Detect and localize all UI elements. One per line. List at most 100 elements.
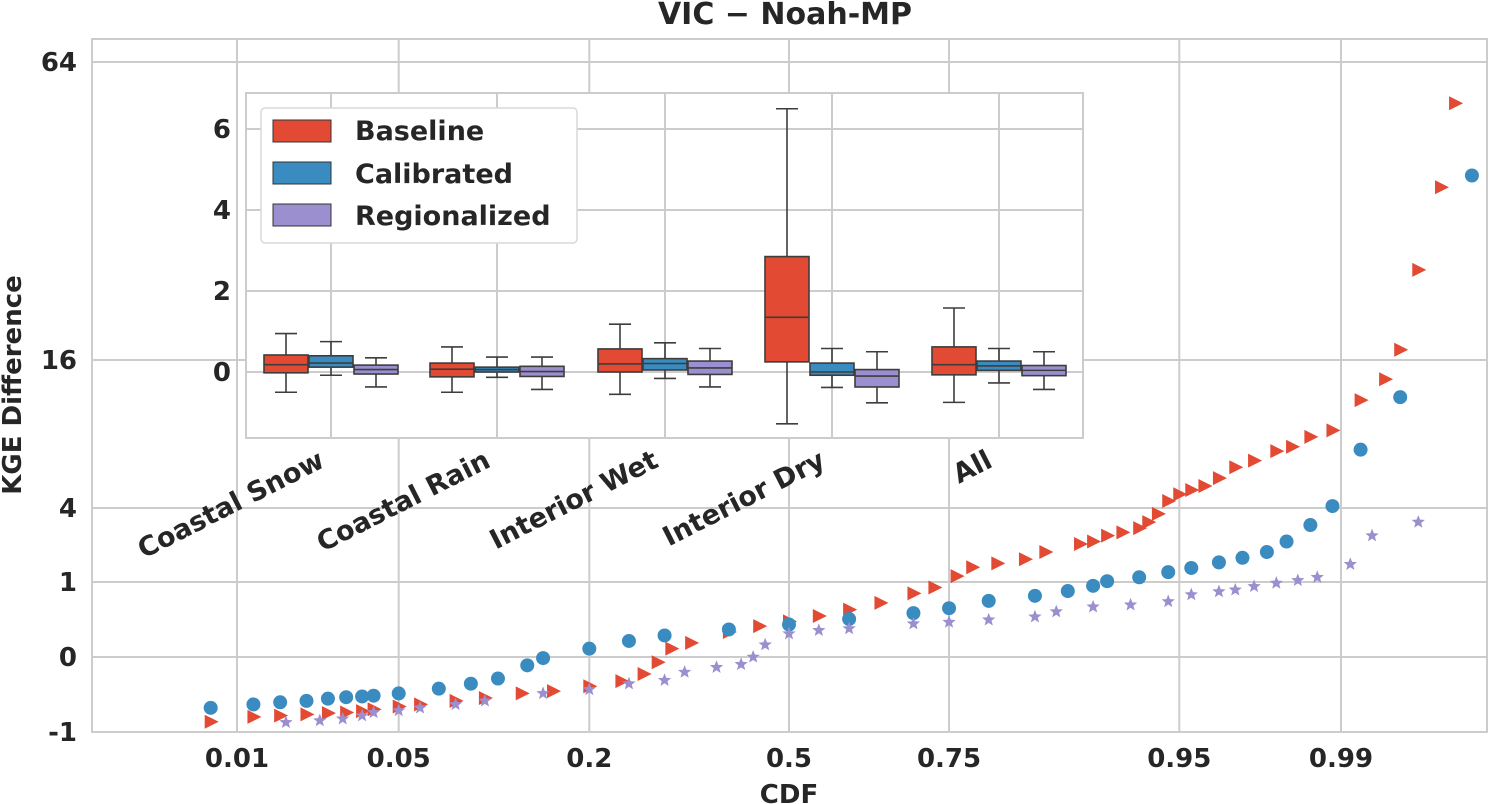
data-point	[1087, 534, 1102, 549]
data-point	[366, 705, 381, 719]
data-point	[622, 676, 636, 690]
data-point	[366, 688, 381, 703]
data-point	[413, 700, 427, 714]
main-y-tick-label: -1	[48, 718, 77, 748]
data-point	[1198, 478, 1213, 493]
inset-y-tick-labels: 0 2 4 6	[213, 115, 231, 388]
data-point	[1365, 528, 1379, 542]
data-point	[1101, 528, 1116, 543]
data-point	[1028, 609, 1042, 623]
data-point	[463, 676, 478, 691]
data-point	[392, 703, 406, 717]
legend-label-baseline: Baseline	[355, 116, 484, 147]
data-point	[1286, 439, 1301, 454]
box-body	[809, 362, 855, 377]
legend-swatch-calibrated	[272, 161, 332, 185]
data-point	[1229, 460, 1244, 475]
data-point	[279, 715, 293, 729]
data-point	[991, 556, 1006, 571]
data-point	[313, 713, 327, 727]
data-point	[1310, 570, 1324, 583]
data-point	[928, 580, 943, 595]
chart-title: VIC − Noah-MP	[658, 0, 912, 32]
legend-label-calibrated: Calibrated	[355, 159, 513, 190]
data-point	[1291, 573, 1305, 587]
data-point	[300, 707, 315, 722]
data-point	[1379, 372, 1394, 387]
data-point	[758, 637, 772, 651]
x-axis-title: CDF	[760, 780, 818, 804]
data-point	[721, 622, 736, 637]
data-point	[520, 658, 535, 673]
data-point	[1086, 578, 1101, 593]
data-point	[907, 586, 922, 601]
box-body	[764, 255, 810, 363]
data-point	[1018, 552, 1033, 567]
box-body	[308, 354, 354, 368]
data-point	[842, 612, 857, 627]
data-point	[1434, 180, 1449, 195]
box-body	[429, 362, 475, 378]
data-point	[321, 706, 336, 721]
main-x-tick-labels: 0.01 0.05 0.2 0.5 0.75 0.95 0.99	[205, 744, 1373, 774]
data-point	[1228, 582, 1242, 596]
data-point	[320, 691, 335, 706]
data-point	[1161, 594, 1175, 608]
box-body	[931, 346, 977, 376]
data-point	[874, 595, 889, 610]
data-point	[842, 621, 856, 635]
data-point	[709, 660, 724, 673]
data-point	[812, 623, 826, 636]
main-x-tick-label: 0.75	[917, 744, 981, 774]
data-point	[734, 657, 748, 670]
data-point	[615, 674, 630, 689]
data-point	[547, 684, 562, 699]
data-point	[274, 708, 289, 723]
inset-y-tick-label: 2	[213, 277, 231, 307]
data-point	[299, 693, 314, 708]
data-point	[677, 665, 692, 678]
data-point	[1123, 597, 1138, 611]
data-point	[203, 700, 218, 715]
y-axis-title: KGE Difference	[0, 275, 28, 495]
data-point	[1259, 544, 1274, 559]
data-point	[1133, 521, 1148, 536]
data-point	[1269, 576, 1283, 589]
box-body	[263, 354, 309, 374]
data-point	[1279, 534, 1294, 549]
data-point	[391, 686, 406, 701]
data-point	[746, 650, 760, 663]
main-y-tick-label: 16	[41, 346, 77, 376]
main-x-tick-label: 0.99	[1309, 744, 1373, 774]
data-point	[1449, 96, 1464, 111]
data-point	[1027, 588, 1042, 603]
data-point	[355, 708, 369, 722]
legend-frame	[260, 107, 578, 244]
main-x-tick-label: 0.05	[367, 744, 431, 774]
data-point	[906, 616, 921, 630]
data-point	[448, 697, 463, 711]
data-point	[339, 690, 354, 705]
data-point	[657, 628, 672, 643]
data-point	[685, 635, 700, 650]
data-point	[942, 601, 957, 616]
data-point	[1132, 570, 1147, 585]
box-body	[597, 348, 643, 373]
data-point	[942, 615, 956, 628]
data-point	[1303, 518, 1318, 533]
data-point	[247, 709, 262, 724]
data-point	[1074, 537, 1089, 552]
data-point	[1212, 471, 1227, 486]
data-point	[1247, 579, 1261, 593]
data-point	[478, 693, 492, 707]
data-point	[1343, 557, 1357, 570]
box-series-calibrated	[308, 340, 1022, 389]
data-point	[657, 673, 672, 686]
data-point	[782, 617, 796, 632]
data-point	[536, 686, 550, 700]
data-point	[753, 619, 768, 634]
data-point	[336, 711, 350, 725]
data-point	[582, 641, 597, 656]
data-point	[651, 655, 666, 670]
